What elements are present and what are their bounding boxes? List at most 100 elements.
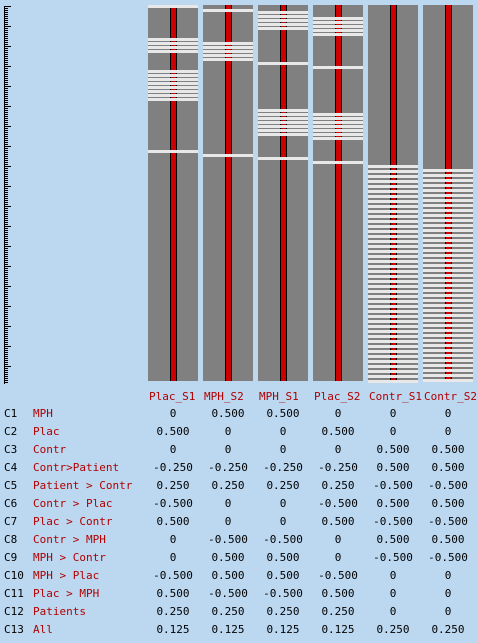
ruler-tick [4,344,8,345]
ruler-tick [4,182,8,183]
scan-marker [368,300,418,303]
contrast-name[interactable]: Patients [33,605,86,618]
contrast-weight: 0 [169,551,177,564]
scan-marker [423,254,473,257]
regressor-stripe [446,5,451,381]
ruler-tick [4,252,8,253]
scan-marker [423,379,473,382]
ruler-tick [4,66,11,67]
ruler-tick [4,276,8,277]
ruler-tick [4,84,8,85]
ruler-tick [4,356,8,357]
ruler-tick [4,154,8,155]
ruler-tick [4,22,8,23]
ruler-tick [4,198,8,199]
regressor-column[interactable] [423,5,473,382]
ruler-tick [4,272,8,273]
ruler-tick [4,134,8,135]
ruler-tick [4,52,8,53]
contrast-weight: -0.250 [208,461,248,474]
contrast-name[interactable]: Contr>Patient [33,461,120,474]
regressor-column[interactable] [148,5,198,381]
contrast-name[interactable]: MPH > Plac [33,569,100,582]
contrast-name[interactable]: MPH [33,407,53,420]
scan-marker [423,364,473,367]
regressor-column[interactable] [368,5,418,383]
ruler-tick [4,378,8,379]
contrast-name[interactable]: Plac [33,425,60,438]
ruler-tick [4,38,8,39]
ruler-tick [4,162,8,163]
scan-marker [313,25,363,28]
ruler-tick [4,152,8,153]
regressor-column[interactable] [313,5,363,381]
contrast-weight: -0.500 [428,479,468,492]
contrast-weight: -0.250 [318,461,358,474]
ruler-tick [4,382,8,383]
contrast-weight: 0.500 [321,515,355,528]
contrast-weight: 0.125 [266,623,300,636]
ruler-tick [4,302,8,303]
regressor-column[interactable] [203,5,253,381]
regressor-column[interactable] [258,5,308,381]
scan-marker [423,349,473,352]
scan-marker [203,46,253,49]
ruler-tick [4,312,8,313]
ruler-tick [4,126,11,127]
scan-marker [368,280,418,283]
ruler-tick [4,358,8,359]
ruler-tick [4,366,11,367]
contrast-weight: 0 [334,407,342,420]
ruler-tick [4,288,8,289]
scan-marker [423,294,473,297]
contrast-name[interactable]: MPH > Contr [33,551,106,564]
contrast-weight: 0.500 [321,425,355,438]
ruler-tick [4,24,8,25]
scan-marker [423,224,473,227]
contrast-weight: 0 [224,497,232,510]
ruler-tick [4,228,8,229]
ruler-tick [4,106,11,107]
contrast-weight: 0.125 [156,623,190,636]
ruler-tick [4,350,8,351]
scan-marker [423,314,473,317]
ruler-tick [4,166,11,167]
contrast-weight: -0.500 [373,515,413,528]
ruler-tick [4,26,11,27]
scan-marker [368,325,418,328]
ruler-tick [4,298,8,299]
contrast-name[interactable]: Contr > Plac [33,497,113,510]
scan-marker [368,195,418,198]
contrast-name[interactable]: Patient > Contr [33,479,133,492]
contrast-name[interactable]: Plac > Contr [33,515,113,528]
ruler-tick [4,224,8,225]
ruler-tick [4,282,8,283]
contrast-name[interactable]: Plac > MPH [33,587,100,600]
scan-marker [313,29,363,32]
scan-marker [368,345,418,348]
scan-marker [313,133,363,136]
column-header: Contr_S2 [424,390,477,403]
contrast-name[interactable]: Contr > MPH [33,533,106,546]
scan-marker [368,370,418,373]
ruler-tick [4,322,8,323]
ruler-tick [4,306,11,307]
ruler-tick [4,200,8,201]
contrast-weight: 0.250 [211,479,245,492]
ruler-tick [4,328,8,329]
ruler-tick [4,336,8,337]
contrast-weight: -0.500 [208,533,248,546]
scan-marker [368,305,418,308]
scan-marker [368,165,418,168]
ruler-tick [4,342,8,343]
contrast-name[interactable]: All [33,623,53,636]
ruler-tick [4,6,11,7]
stripe-edge [451,5,452,381]
ruler-tick [4,216,8,217]
scan-marker [423,329,473,332]
contrast-name[interactable]: Contr [33,443,67,456]
scan-marker [203,9,253,12]
ruler-tick [4,112,8,113]
ruler-tick [4,254,8,255]
scan-marker [258,125,308,128]
